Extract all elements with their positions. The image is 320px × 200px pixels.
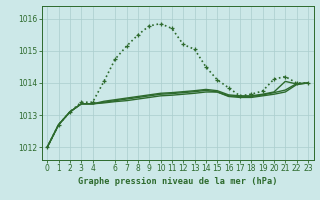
X-axis label: Graphe pression niveau de la mer (hPa): Graphe pression niveau de la mer (hPa) (78, 177, 277, 186)
